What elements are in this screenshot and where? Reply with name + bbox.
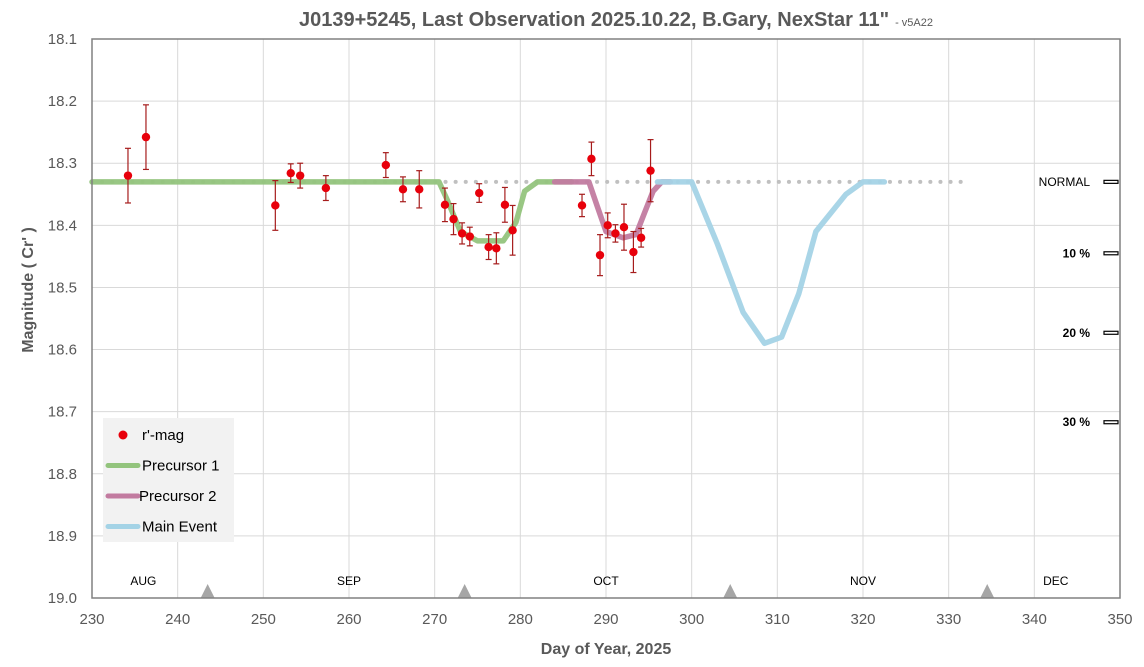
month-label: AUG — [130, 574, 156, 588]
data-point — [475, 188, 484, 198]
y-tick-label: 18.1 — [48, 31, 77, 48]
month-boundary-marker — [980, 584, 995, 598]
x-axis-label: Day of Year, 2025 — [541, 641, 672, 658]
data-point — [398, 185, 408, 194]
series-lines — [89, 179, 888, 347]
x-tick-label: 270 — [422, 611, 447, 628]
y-axis-label: Magnitude ( Cr' ) — [20, 227, 37, 353]
right-label-marker — [1103, 330, 1119, 335]
month-boundary-marker — [200, 584, 215, 598]
data-point — [636, 233, 646, 242]
x-tick-label: 310 — [765, 611, 790, 628]
data-point — [440, 200, 450, 210]
month-label: DEC — [1043, 574, 1069, 588]
right-label-marker — [1103, 420, 1119, 425]
right-label: NORMAL — [1039, 175, 1091, 189]
data-point — [381, 160, 391, 170]
data-point — [415, 185, 424, 194]
right-label: 10 % — [1063, 246, 1091, 260]
chart-title: J0139+5245, Last Observation 2025.10.22,… — [299, 9, 933, 31]
x-tick-label: 260 — [336, 611, 361, 628]
right-label: 30 % — [1063, 415, 1091, 429]
x-tick-label: 350 — [1107, 611, 1132, 628]
data-point — [603, 221, 612, 230]
data-point — [492, 244, 501, 253]
legend: r'-mag Precursor 1 Precursor 2 Main Event — [103, 418, 234, 542]
y-tick-label: 18.6 — [48, 342, 77, 359]
error-bars — [124, 104, 654, 277]
y-tick-labels: 18.1 18.2 18.3 18.4 18.5 18.6 18.7 18.8 18.9 19.0 — [48, 31, 77, 607]
y-tick-label: 18.5 — [48, 279, 77, 296]
data-point — [457, 229, 467, 238]
data-point — [629, 247, 638, 257]
x-tick-label: 300 — [679, 611, 704, 628]
legend-label: Main Event — [142, 519, 218, 536]
right-label: 20 % — [1063, 326, 1091, 340]
month-label: OCT — [593, 574, 619, 588]
month-labels: AUG SEP OCT NOV DEC — [130, 574, 1069, 598]
x-tick-labels: 230 240 250 260 270 280 290 300 310 320 330 340 350 — [79, 611, 1132, 628]
data-point — [141, 132, 151, 142]
plot-frame — [91, 38, 1121, 599]
x-tick-label: 230 — [79, 611, 104, 628]
data-point — [465, 232, 474, 241]
data-points — [123, 132, 655, 260]
right-label-marker — [1103, 179, 1119, 184]
data-point — [646, 166, 655, 175]
y-tick-label: 19.0 — [48, 590, 77, 607]
x-tick-label: 330 — [936, 611, 961, 628]
right-side-labels: NORMAL 10 % 20 % 30 % — [1039, 175, 1119, 429]
month-label: SEP — [337, 574, 361, 588]
data-point — [611, 229, 620, 238]
legend-label: r'-mag — [142, 427, 184, 444]
data-point — [271, 201, 280, 210]
y-tick-label: 18.7 — [48, 404, 77, 421]
x-tick-label: 320 — [850, 611, 875, 628]
y-tick-label: 18.4 — [48, 217, 77, 234]
data-point — [321, 183, 331, 193]
data-point — [449, 214, 458, 224]
y-tick-label: 18.8 — [48, 466, 77, 483]
data-point — [484, 242, 493, 252]
y-tick-label: 18.3 — [48, 155, 77, 172]
data-point — [295, 171, 305, 180]
grid-lines — [91, 38, 1121, 599]
data-point — [123, 171, 133, 180]
data-point — [619, 222, 629, 232]
month-boundary-marker — [723, 584, 738, 598]
legend-label: Precursor 2 — [139, 488, 217, 505]
x-tick-label: 290 — [593, 611, 618, 628]
y-tick-label: 18.2 — [48, 93, 77, 110]
y-tick-label: 18.9 — [48, 528, 77, 545]
month-boundary-marker — [457, 584, 472, 598]
main-event-curve — [654, 179, 888, 347]
legend-marker — [118, 430, 128, 440]
legend-label: Precursor 1 — [142, 458, 220, 475]
data-point — [595, 250, 605, 260]
data-point — [286, 168, 295, 178]
data-point — [587, 154, 596, 164]
right-label-marker — [1103, 251, 1119, 256]
month-label: NOV — [850, 574, 876, 588]
precursor-2-curve — [551, 179, 674, 241]
data-point — [508, 226, 517, 235]
precursor-1-curve — [89, 179, 575, 244]
x-tick-label: 250 — [251, 611, 276, 628]
data-point — [577, 201, 587, 210]
x-tick-label: 340 — [1022, 611, 1047, 628]
x-tick-label: 280 — [508, 611, 533, 628]
x-tick-label: 240 — [165, 611, 190, 628]
data-point — [500, 200, 510, 210]
